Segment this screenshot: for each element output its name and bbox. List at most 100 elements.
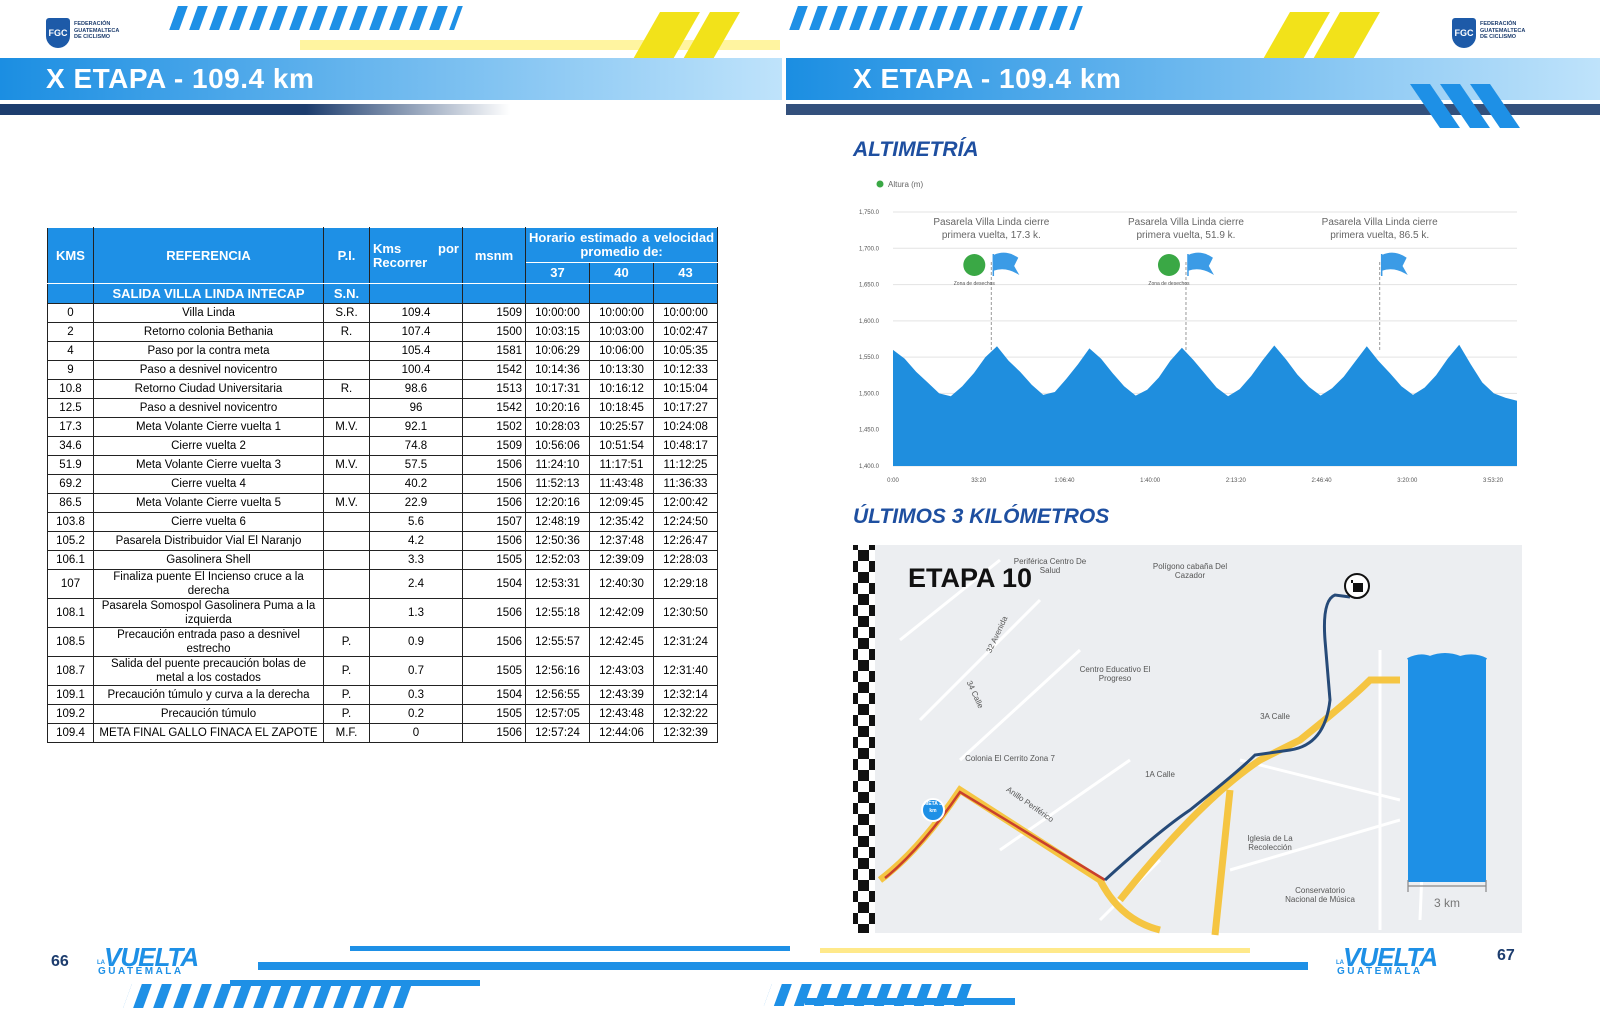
- cell: Paso por la contra meta: [93, 341, 324, 361]
- speed-header: 43: [652, 262, 719, 284]
- brand-name: VUELTA: [104, 942, 199, 972]
- cell: R.: [323, 379, 370, 399]
- cell: Paso a desnivel novicentro: [93, 398, 324, 418]
- cell: 1506: [462, 598, 526, 628]
- header-cell: KMS: [47, 227, 94, 284]
- header-cell: P.I.: [323, 227, 370, 284]
- cell: 10:00:00: [652, 303, 719, 323]
- stage-label: ETAPA 10: [908, 563, 1033, 593]
- cell: [323, 360, 370, 380]
- cell: Retorno colonia Bethania: [93, 322, 324, 342]
- map-label: 3A Calle: [1260, 712, 1290, 721]
- cell: 109.1: [47, 685, 94, 705]
- header-line: [786, 104, 1600, 115]
- cell: S.R.: [323, 303, 370, 323]
- scale-label: 3 km: [1433, 896, 1460, 910]
- cell: 5.6: [369, 512, 463, 532]
- cell: 12:57:24: [525, 723, 590, 743]
- cell: 12:26:47: [652, 531, 719, 551]
- cell: 12:32:22: [652, 704, 719, 724]
- table-row: 2 Retorno colonia Bethania R. 107.4 1500 10:0…: [47, 322, 719, 342]
- cell: 11:43:48: [589, 474, 654, 494]
- table-row: 109.2 Precaución túmulo P. 0.2 1505 12:57:05 1…: [47, 704, 719, 724]
- route-table: KMS REFERENCIA P.I. Kms por Recorrer msn…: [47, 227, 719, 743]
- map-label: Conservatorio Nacional de Música: [1285, 886, 1355, 904]
- cell: 34.6: [47, 436, 94, 456]
- section-title: ÚLTIMOS 3 KILÓMETROS: [853, 505, 1110, 528]
- cell: M.V.: [323, 493, 370, 513]
- y-tick-label: 1,600.0: [859, 319, 880, 325]
- cell: 1.3: [369, 598, 463, 628]
- table-row: 12.5 Paso a desnivel novicentro 96 1542 10:2…: [47, 398, 719, 418]
- x-tick-label: 2:13:20: [1226, 478, 1247, 484]
- map-label: Iglesia de La Recolección: [1247, 834, 1293, 852]
- annotation-box: Pasarela Villa Linda cierre primera vuel…: [933, 217, 1050, 241]
- cell: Precaución túmulo: [93, 704, 324, 724]
- cell: 10:14:36: [525, 360, 590, 380]
- stripe: [169, 6, 463, 30]
- cell: 10:03:00: [589, 322, 654, 342]
- stripe: [300, 40, 780, 50]
- table-row: 86.5 Meta Volante Cierre vuelta 5 M.V. 22.9…: [47, 493, 719, 513]
- cell: Pasarela Distribuidor Vial El Naranjo: [93, 531, 324, 551]
- cell: 10:15:04: [652, 379, 719, 399]
- cell: 51.9: [47, 455, 94, 475]
- cell: 11:12:25: [652, 455, 719, 475]
- map-label: 1A Calle: [1145, 770, 1175, 779]
- cell: 10:02:47: [652, 322, 719, 342]
- flag: [992, 252, 1020, 276]
- cell: [589, 283, 654, 304]
- table-row: 105.2 Pasarela Distribuidor Vial El Naran…: [47, 531, 719, 551]
- header-cell: Kms por Recorrer: [369, 227, 463, 284]
- cell: [462, 283, 526, 304]
- cell: 9: [47, 360, 94, 380]
- cell: 10:48:17: [652, 436, 719, 456]
- cell: 10:05:35: [652, 341, 719, 361]
- cell: 12:44:06: [589, 723, 654, 743]
- cell: 1504: [462, 685, 526, 705]
- cell: 1542: [462, 398, 526, 418]
- brand-pre: LA: [1336, 960, 1344, 966]
- checker: [853, 545, 875, 933]
- annotation-box: Pasarela Villa Linda cierre primera vuel…: [1128, 217, 1244, 241]
- x-tick-label: 1:06:40: [1054, 478, 1075, 484]
- cell: 10:56:06: [525, 436, 590, 456]
- cell: [323, 341, 370, 361]
- annotation-text: Pasarela Villa Linda cierre primera vuel…: [933, 217, 1050, 241]
- speed-header: 37: [525, 262, 590, 284]
- cell: 12:20:16: [525, 493, 590, 513]
- cell: [323, 531, 370, 551]
- cell: Retorno Ciudad Universitaria: [93, 379, 324, 399]
- cell: 10.8: [47, 379, 94, 399]
- cell: 12:00:42: [652, 493, 719, 513]
- cell: 108.1: [47, 598, 94, 628]
- stripe: [1470, 84, 1520, 128]
- speed-header: 40: [589, 262, 654, 284]
- cell: 12:31:40: [652, 656, 719, 686]
- cell: 12:53:31: [525, 569, 590, 599]
- cell: 12:28:03: [652, 550, 719, 570]
- cell: 1509: [462, 436, 526, 456]
- cell: META FINAL GALLO FINACA EL ZAPOTE: [93, 723, 324, 743]
- stripe: [820, 948, 1250, 953]
- header-cell: Horario estimado a velocidad promedio de…: [524, 227, 719, 263]
- cell: 103.8: [47, 512, 94, 532]
- table-row: 51.9 Meta Volante Cierre vuelta 3 M.V. 57.5…: [47, 455, 719, 475]
- waste-icon: [1157, 254, 1180, 276]
- meta-label: META 3 km: [924, 801, 942, 814]
- cell: 10:00:00: [589, 303, 654, 323]
- cell: 1506: [462, 531, 526, 551]
- altimetry-chart: Altura (m) 1,400.0 1,450.0 1,500.0 1,550.0 1,…: [859, 180, 1517, 484]
- cell: P.: [323, 704, 370, 724]
- cell: 12:42:09: [589, 598, 654, 628]
- cell: 92.1: [369, 417, 463, 437]
- cell: 1509: [462, 303, 526, 323]
- cell: 10:13:30: [589, 360, 654, 380]
- y-tick-label: 1,500.0: [859, 391, 880, 397]
- cell: [47, 283, 94, 304]
- cell: 0.7: [369, 656, 463, 686]
- cell: 1504: [462, 569, 526, 599]
- flag: [1187, 252, 1215, 276]
- cell: 1581: [462, 341, 526, 361]
- cell: 1506: [462, 493, 526, 513]
